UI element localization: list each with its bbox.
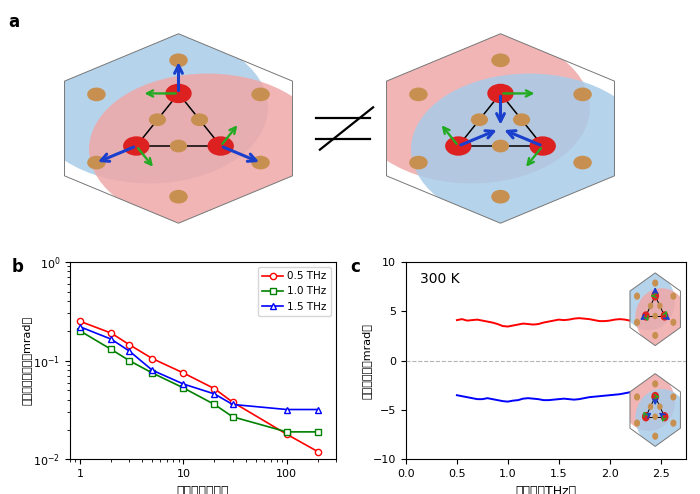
Circle shape <box>170 191 187 203</box>
1.0 THz <box>210 402 218 408</box>
Text: a: a <box>8 13 20 31</box>
1.0 THz <box>314 429 322 435</box>
Circle shape <box>150 114 165 125</box>
Circle shape <box>410 88 427 101</box>
1.5 THz <box>179 381 188 387</box>
Circle shape <box>410 157 427 169</box>
0.5 THz <box>283 431 291 437</box>
1.5 THz <box>283 407 291 412</box>
Text: b: b <box>11 258 23 276</box>
Circle shape <box>493 140 508 152</box>
Circle shape <box>514 114 529 125</box>
1.5 THz <box>76 324 84 330</box>
0.5 THz <box>148 356 156 362</box>
Circle shape <box>488 84 513 102</box>
1.0 THz <box>283 429 291 435</box>
Circle shape <box>446 137 471 155</box>
0.5 THz <box>314 449 322 454</box>
Circle shape <box>166 84 191 102</box>
Ellipse shape <box>89 74 326 225</box>
1.0 THz <box>179 385 188 391</box>
X-axis label: 積算時間（分）: 積算時間（分） <box>176 485 230 494</box>
Circle shape <box>574 88 591 101</box>
Polygon shape <box>386 34 615 223</box>
Circle shape <box>574 157 591 169</box>
Polygon shape <box>64 34 293 223</box>
Circle shape <box>252 88 269 101</box>
0.5 THz <box>228 399 237 405</box>
1.5 THz <box>228 402 237 408</box>
Line: 1.0 THz: 1.0 THz <box>77 328 321 435</box>
1.0 THz <box>76 328 84 334</box>
Ellipse shape <box>411 74 648 225</box>
Circle shape <box>124 137 149 155</box>
Circle shape <box>530 137 555 155</box>
1.5 THz <box>107 336 116 342</box>
Y-axis label: 偏光計測の精度（mrad）: 偏光計測の精度（mrad） <box>22 316 32 405</box>
Circle shape <box>171 140 186 152</box>
Circle shape <box>170 54 187 66</box>
1.0 THz <box>107 346 116 352</box>
Circle shape <box>472 114 487 125</box>
Ellipse shape <box>31 32 268 183</box>
Circle shape <box>208 137 233 155</box>
1.0 THz <box>125 358 134 364</box>
Ellipse shape <box>353 32 590 183</box>
0.5 THz <box>76 318 84 324</box>
Circle shape <box>88 88 105 101</box>
Circle shape <box>492 54 509 66</box>
1.5 THz <box>148 367 156 373</box>
Circle shape <box>192 114 207 125</box>
Circle shape <box>492 191 509 203</box>
0.5 THz <box>210 386 218 392</box>
Circle shape <box>252 157 269 169</box>
1.0 THz <box>148 370 156 376</box>
0.5 THz <box>107 330 116 336</box>
Line: 0.5 THz: 0.5 THz <box>77 318 321 454</box>
0.5 THz <box>179 370 188 376</box>
Circle shape <box>88 157 105 169</box>
Line: 1.5 THz: 1.5 THz <box>77 324 321 412</box>
X-axis label: 周波数（THz）: 周波数（THz） <box>515 485 577 494</box>
Text: c: c <box>350 258 360 276</box>
1.5 THz <box>125 348 134 354</box>
1.5 THz <box>210 391 218 397</box>
1.5 THz <box>314 407 322 412</box>
1.0 THz <box>228 414 237 420</box>
Text: 300 K: 300 K <box>420 272 460 286</box>
Legend: 0.5 THz, 1.0 THz, 1.5 THz: 0.5 THz, 1.0 THz, 1.5 THz <box>258 267 331 316</box>
0.5 THz <box>125 342 134 348</box>
Y-axis label: 偏光回転角（mrad）: 偏光回転角（mrad） <box>361 323 372 399</box>
